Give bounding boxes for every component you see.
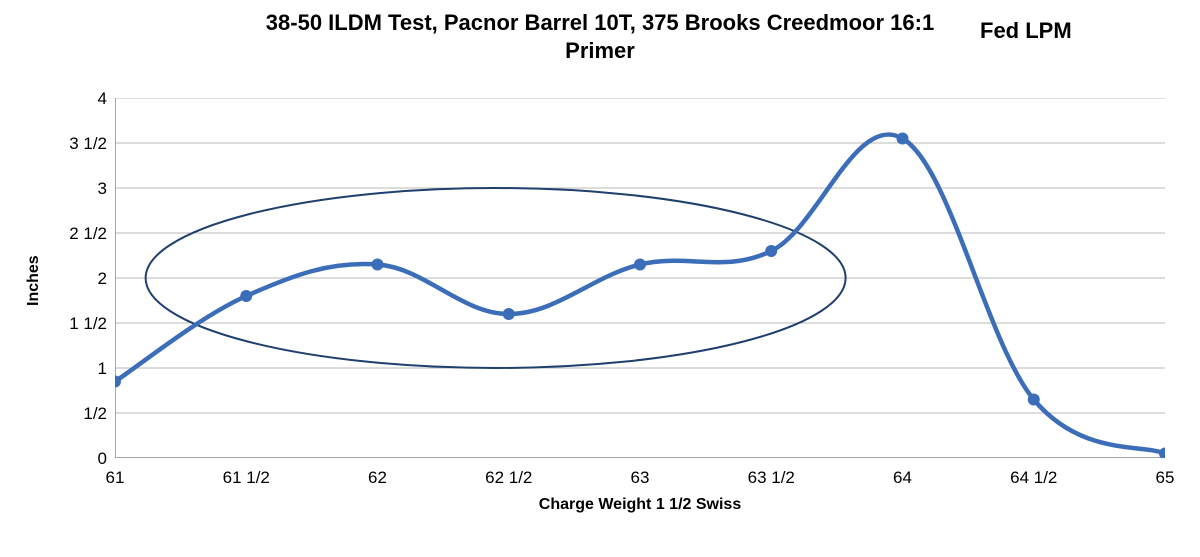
series-marker <box>1159 448 1165 459</box>
y-tick-label: 1 1/2 <box>47 314 107 334</box>
y-tick-label: 1/2 <box>47 404 107 424</box>
x-tick-label: 61 <box>75 468 155 488</box>
x-tick-label: 65 <box>1125 468 1200 488</box>
series-line <box>115 135 1165 454</box>
y-axis-label: Inches <box>25 255 43 306</box>
y-tick-label: 2 1/2 <box>47 224 107 244</box>
x-tick-label: 64 <box>863 468 943 488</box>
x-tick-label: 63 <box>600 468 680 488</box>
series-marker <box>503 308 515 320</box>
y-tick-label: 3 1/2 <box>47 134 107 154</box>
y-tick-label: 4 <box>47 89 107 109</box>
y-tick-label: 3 <box>47 179 107 199</box>
x-tick-label: 61 1/2 <box>206 468 286 488</box>
chart-plot-area <box>115 98 1165 458</box>
series-marker <box>765 245 777 257</box>
series-marker <box>897 133 909 145</box>
series-marker <box>372 259 384 271</box>
chart-svg <box>115 98 1165 458</box>
y-tick-label: 2 <box>47 269 107 289</box>
chart-title-right: Fed LPM <box>980 18 1072 44</box>
x-tick-label: 62 <box>338 468 418 488</box>
x-tick-label: 63 1/2 <box>731 468 811 488</box>
x-tick-label: 62 1/2 <box>469 468 549 488</box>
y-tick-label: 1 <box>47 359 107 379</box>
series-marker <box>240 290 252 302</box>
x-axis-label: Charge Weight 1 1/2 Swiss <box>440 496 840 514</box>
x-tick-label: 64 1/2 <box>994 468 1074 488</box>
y-tick-label: 0 <box>47 449 107 469</box>
series-marker <box>1028 394 1040 406</box>
series-marker <box>634 259 646 271</box>
